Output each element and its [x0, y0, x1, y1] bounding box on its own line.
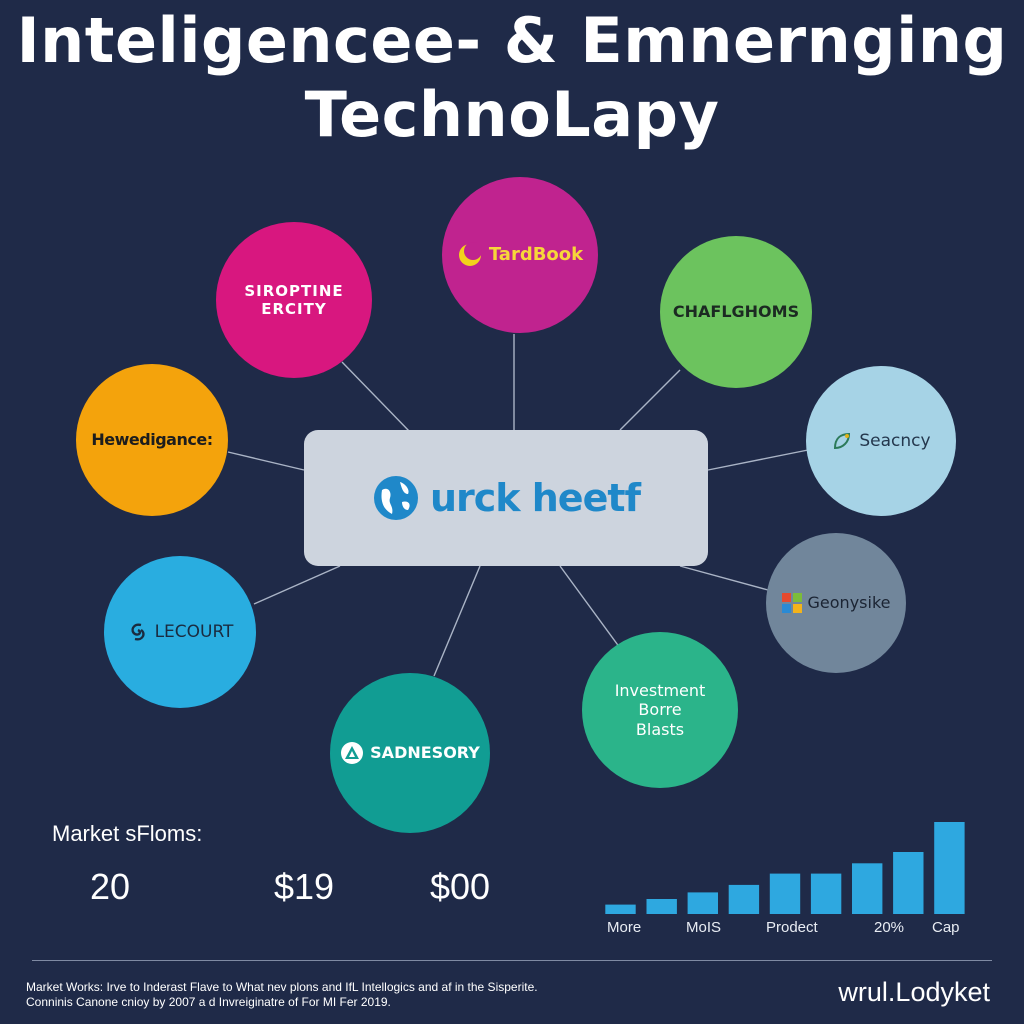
bubble-lower-left[interactable]: LECOURT: [104, 556, 256, 708]
bubble-left[interactable]: Hewedigance:: [76, 364, 228, 516]
bubble-lower-right[interactable]: Geonysike: [766, 533, 906, 673]
bar-axis-label: Prodect: [766, 919, 818, 936]
bubble-bottom-right-label: Investment Borre Blasts: [614, 681, 706, 739]
connector-top-right: [619, 369, 681, 431]
bar: [769, 873, 801, 914]
swirl-icon: [130, 623, 145, 641]
page-title-line-1: Inteligencee- & Emnernging: [16, 4, 1008, 77]
connector-bottom-left: [433, 565, 481, 677]
central-hub-card[interactable]: urck heetf: [304, 430, 708, 566]
bubble-top-left-label: SIROPTINE ERCITY: [244, 282, 344, 318]
connector-bottom-right: [559, 565, 621, 649]
connector-right: [707, 449, 809, 471]
bar: [687, 892, 718, 914]
bubble-top-label: TardBook: [488, 244, 584, 266]
footer-text: Market Works: Irve to Inderast Flave to …: [26, 980, 538, 1010]
footer-line-2: Conninis Canone cnioy by 2007 a d Invrei…: [26, 995, 391, 1009]
leaf-icon: [834, 432, 851, 450]
bubble-lower-left-logo: LECOURT: [127, 621, 234, 643]
bubble-right[interactable]: Seacncy: [806, 366, 956, 516]
bubble-lower-right-label: Geonysike: [807, 593, 891, 613]
triangle-icon: [341, 742, 364, 764]
bar-axis-label: Cap: [932, 919, 960, 936]
bubble-bottom-right[interactable]: Investment Borre Blasts: [582, 632, 738, 788]
bubble-top[interactable]: TardBook: [442, 177, 598, 333]
market-stat-3: $00: [430, 866, 491, 907]
bar: [810, 873, 842, 914]
bubble-left-label: Hewedigance:: [91, 430, 213, 450]
connector-top-left: [341, 361, 411, 433]
market-label: Market sFloms:: [52, 821, 203, 846]
bubble-right-label: Seacncy: [859, 430, 931, 451]
bubble-top-right[interactable]: CHAFLGHOMS: [660, 236, 812, 388]
hub-brand-name: urck heetf: [429, 476, 641, 520]
bar: [893, 852, 924, 914]
bar-axis-label: MoIS: [686, 919, 722, 936]
page-title-line-2: TechnoLapy: [304, 78, 720, 151]
bubble-lower-right-logo: Geonysike: [781, 593, 891, 613]
bubble-top-logo: TardBook: [457, 242, 583, 268]
bar-chart: [605, 822, 965, 914]
bar-axis-label: More: [607, 919, 642, 936]
connector-left: [227, 451, 305, 471]
bubble-lower-left-label: LECOURT: [154, 621, 234, 642]
bubble-right-logo: Seacncy: [831, 430, 931, 452]
bubble-bottom-left[interactable]: SADNESORY: [330, 673, 490, 833]
bar: [852, 863, 883, 914]
bar: [728, 884, 760, 914]
bubble-top-left[interactable]: SIROPTINE ERCITY: [216, 222, 372, 378]
connector-lower-right: [679, 565, 769, 591]
bar-axis-label: 20%: [874, 919, 905, 936]
globe-icon: [373, 476, 418, 520]
bubble-bottom-left-logo: SADNESORY: [340, 741, 480, 765]
bar: [605, 904, 636, 914]
bubble-bottom-left-label: SADNESORY: [370, 743, 480, 763]
bar: [934, 822, 965, 914]
crescent-icon: [458, 242, 482, 266]
market-stat-1: 20: [90, 866, 131, 907]
bubble-top-right-label: CHAFLGHOMS: [672, 302, 800, 322]
footer-site-link[interactable]: wrul.Lodyket: [838, 977, 990, 1007]
windows-icon: [781, 593, 802, 613]
market-stat-2: $19: [274, 866, 335, 907]
connector-lower-left: [253, 565, 341, 605]
footer-divider: [32, 960, 992, 961]
bar: [646, 899, 677, 914]
footer-line-1: Market Works: Irve to Inderast Flave to …: [26, 980, 538, 994]
